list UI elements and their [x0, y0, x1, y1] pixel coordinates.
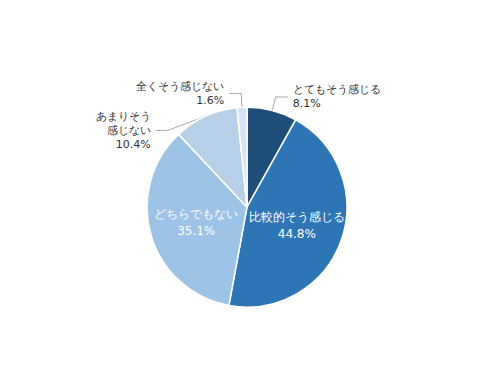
svg-text:比較的そう感じる: 比較的そう感じる [249, 210, 345, 224]
svg-text:8.1%: 8.1% [293, 97, 321, 110]
svg-text:35.1%: 35.1% [177, 224, 215, 238]
svg-text:どちらでもない: どちらでもない [154, 207, 238, 221]
svg-text:とてもそう感じる: とてもそう感じる [293, 83, 381, 96]
svg-text:あまりそう: あまりそう [96, 110, 151, 123]
svg-text:全くそう感じない: 全くそう感じない [136, 80, 224, 93]
svg-text:44.8%: 44.8% [278, 227, 316, 241]
svg-text:10.4%: 10.4% [116, 138, 151, 151]
svg-text:感じない: 感じない [107, 124, 151, 137]
svg-text:1.6%: 1.6% [196, 94, 224, 107]
